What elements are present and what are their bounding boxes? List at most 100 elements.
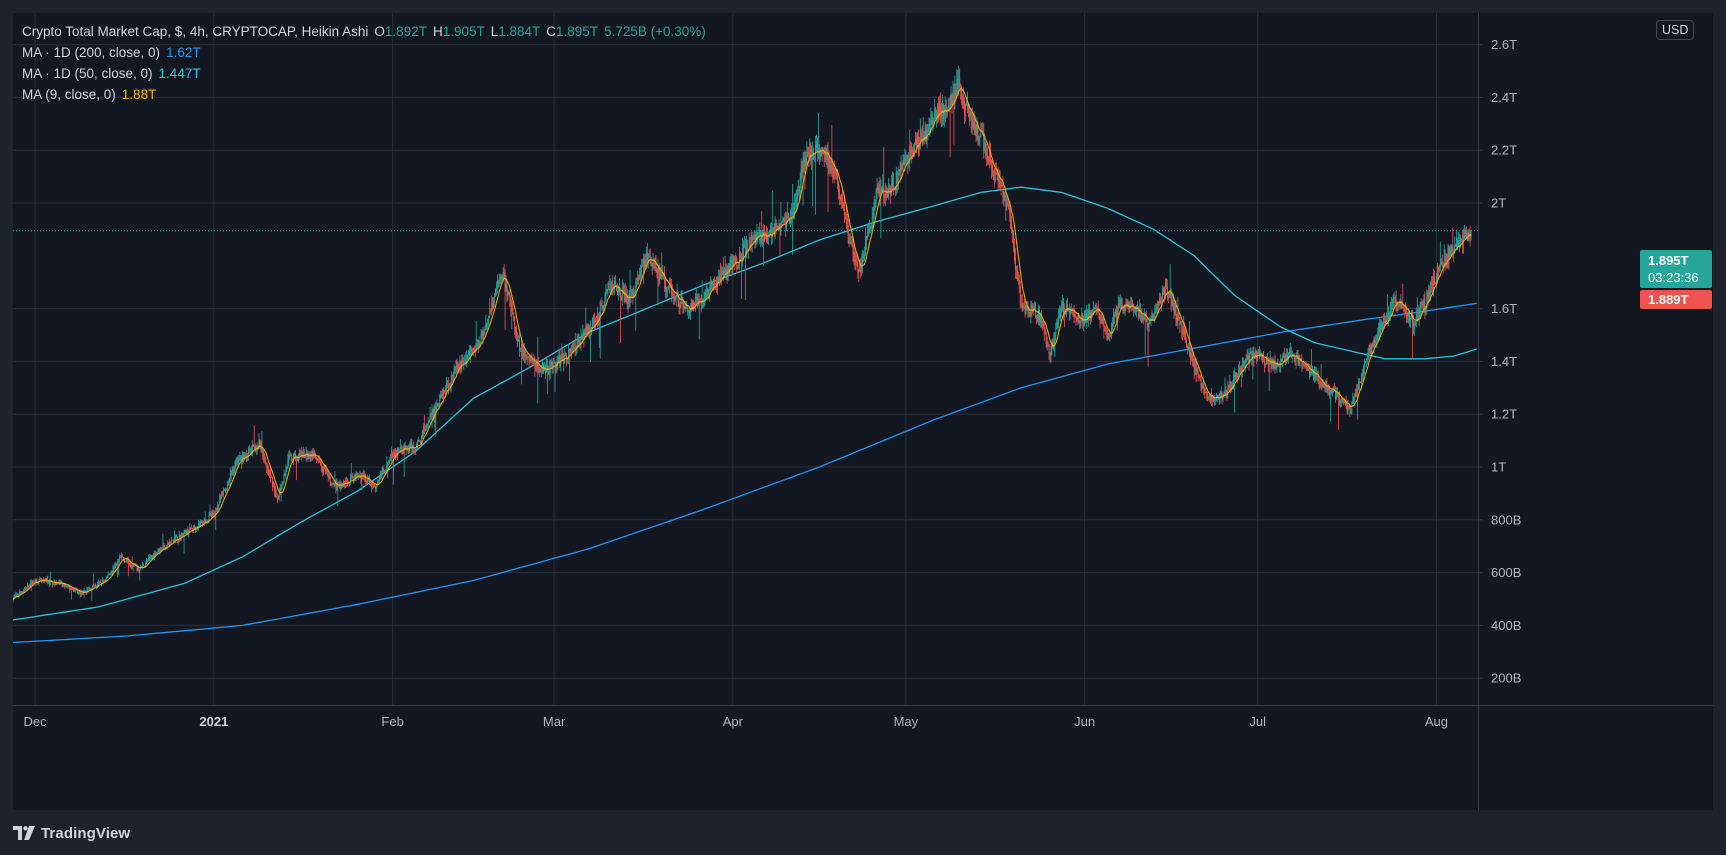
low-label: L — [490, 24, 499, 39]
candle — [1318, 378, 1320, 390]
candle — [1165, 278, 1167, 289]
candle — [163, 542, 165, 550]
chart-panel[interactable]: 2.6T 2.4T 2.2T 2T 1.6T 1.4T 1.2T 1T 800B 600B 400B… — [13, 13, 1713, 810]
candle-body — [1250, 353, 1252, 355]
candle-body — [1336, 391, 1337, 398]
candle — [332, 480, 334, 485]
candle-body — [1254, 357, 1256, 359]
candle — [191, 524, 193, 530]
candle — [664, 266, 666, 292]
candle — [874, 199, 876, 211]
currency-button[interactable]: USD — [1656, 20, 1695, 40]
candle — [608, 280, 610, 291]
candle-body — [1062, 301, 1064, 306]
candle-body — [1452, 245, 1454, 251]
candle-body — [1158, 302, 1160, 305]
candle-body — [463, 362, 465, 364]
candle-body — [168, 543, 170, 545]
time-axis-label: Aug — [1425, 714, 1448, 729]
candle-body — [477, 343, 479, 350]
candle-body — [35, 579, 37, 583]
ma9-price-tag: 1.889T — [1640, 290, 1712, 309]
candle-body — [136, 565, 138, 571]
candle-body — [252, 445, 254, 447]
candle — [334, 471, 336, 487]
candle — [1354, 393, 1356, 404]
candle-body — [484, 328, 486, 334]
candle — [1036, 315, 1038, 325]
candle — [269, 469, 271, 479]
candle-body — [887, 191, 889, 198]
candle — [1069, 306, 1071, 320]
legend-ma-9[interactable]: MA (9, close, 0) 1.88T — [22, 84, 706, 105]
footer-brand[interactable]: TradingView — [13, 823, 130, 843]
candle — [49, 578, 50, 588]
legend-ma-200[interactable]: MA · 1D (200, close, 0) 1.62T — [22, 42, 706, 63]
legend-main-series[interactable]: Crypto Total Market Cap, $, 4h, CRYPTOCA… — [22, 21, 706, 42]
candle — [374, 485, 376, 493]
candle-body — [623, 292, 625, 302]
plot-area[interactable] — [13, 65, 1477, 644]
time-axis[interactable]: Dec 2021 Feb Mar Apr May Jun Jul Aug — [24, 714, 1449, 729]
candle-body — [1099, 316, 1101, 322]
time-axis-label: May — [894, 714, 919, 729]
candle — [700, 294, 702, 313]
candle-body — [1319, 385, 1321, 388]
candle-body — [1010, 211, 1012, 228]
candle — [985, 141, 987, 160]
candle — [180, 532, 182, 542]
candle-body — [648, 255, 650, 257]
chart-canvas[interactable]: 2.6T2.4T2.2T2T1.6T1.4T1.2T1T800B600B400B… — [13, 13, 1713, 810]
candle — [1356, 384, 1358, 398]
candle-body — [515, 326, 517, 332]
candle — [307, 451, 309, 463]
legend-ma-50[interactable]: MA · 1D (50, close, 0) 1.447T — [22, 63, 706, 84]
candle-body — [244, 454, 246, 460]
candle-body — [470, 349, 472, 351]
candle-body — [20, 592, 22, 593]
candle-body — [818, 147, 820, 159]
candle-body — [1419, 308, 1421, 318]
candle-body — [1096, 306, 1098, 309]
candle — [409, 441, 411, 453]
candle-body — [1183, 326, 1185, 334]
candle — [1285, 353, 1286, 365]
candle-body — [1157, 300, 1159, 307]
candle — [571, 342, 573, 353]
candle — [1241, 357, 1243, 378]
candle — [722, 257, 724, 281]
candle — [861, 253, 863, 276]
candle-body — [1374, 340, 1376, 344]
candle-body — [570, 350, 572, 352]
candle-body — [1019, 286, 1021, 305]
candle — [423, 415, 425, 434]
candle-body — [559, 355, 561, 367]
candle — [343, 479, 345, 488]
candle — [200, 520, 202, 524]
candle-body — [1350, 410, 1352, 413]
candle-body — [449, 385, 451, 387]
candle — [821, 147, 823, 162]
candle — [320, 459, 321, 466]
candle — [860, 258, 862, 279]
candle-body — [1405, 309, 1407, 313]
candle-body — [569, 348, 570, 351]
candle — [1061, 300, 1063, 317]
candle — [696, 293, 698, 308]
candle-body — [203, 521, 205, 525]
candle-body — [859, 264, 861, 272]
candle — [642, 258, 643, 268]
price-axis[interactable]: 2.6T2.4T2.2T2T1.6T1.4T1.2T1T800B600B400B… — [1478, 37, 1521, 686]
candle-body — [76, 590, 78, 594]
candle — [1436, 272, 1437, 289]
candle-body — [103, 581, 105, 582]
candle — [898, 169, 900, 176]
candle-body — [1114, 315, 1115, 317]
candle — [282, 481, 284, 486]
candle — [297, 455, 298, 462]
candle — [564, 348, 566, 364]
candle — [891, 171, 893, 191]
candle — [552, 357, 554, 374]
candle — [585, 307, 587, 335]
candle-body — [972, 123, 974, 129]
